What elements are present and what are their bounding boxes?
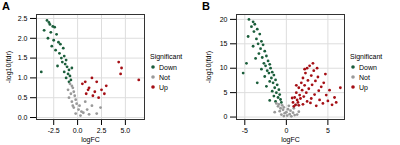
html-text:Up: Up	[359, 83, 368, 91]
html-text:Significant: Significant	[350, 53, 383, 60]
svg-text:-2.5: -2.5	[48, 127, 60, 134]
svg-text:20: 20	[220, 16, 228, 23]
svg-text:0: 0	[284, 127, 288, 134]
svg-text:1.5: 1.5	[18, 54, 28, 61]
html-text:Down: Down	[359, 63, 377, 71]
html-text:Down: Down	[159, 63, 177, 71]
svg-text:0: 0	[224, 113, 228, 120]
svg-text:5.0: 5.0	[121, 127, 131, 134]
svg-text:10: 10	[220, 64, 228, 71]
svg-text:1.0: 1.0	[18, 74, 28, 81]
svg-text:5: 5	[326, 127, 330, 134]
svg-text:logFC: logFC	[281, 136, 300, 144]
svg-text:2.5: 2.5	[97, 127, 107, 134]
svg-text:2.5: 2.5	[18, 15, 28, 22]
svg-text:-log10(fdr): -log10(fdr)	[205, 51, 213, 83]
svg-text:0.0: 0.0	[18, 114, 28, 121]
svg-text:5: 5	[224, 89, 228, 96]
svg-text:15: 15	[220, 40, 228, 47]
html-text:B: B	[202, 0, 210, 12]
svg-text:logFC: logFC	[81, 136, 100, 144]
svg-text:0.5: 0.5	[18, 94, 28, 101]
svg-text:0.0: 0.0	[73, 127, 83, 134]
html-text:Not: Not	[359, 73, 370, 81]
svg-text:2.0: 2.0	[18, 35, 28, 42]
html-text:Up: Up	[159, 83, 168, 91]
html-text:Not: Not	[159, 73, 170, 81]
html-text:Significant: Significant	[150, 53, 183, 60]
svg-text:-log10(fdr): -log10(fdr)	[5, 51, 13, 83]
svg-text:-5: -5	[242, 127, 248, 134]
html-text:A: A	[2, 0, 10, 12]
